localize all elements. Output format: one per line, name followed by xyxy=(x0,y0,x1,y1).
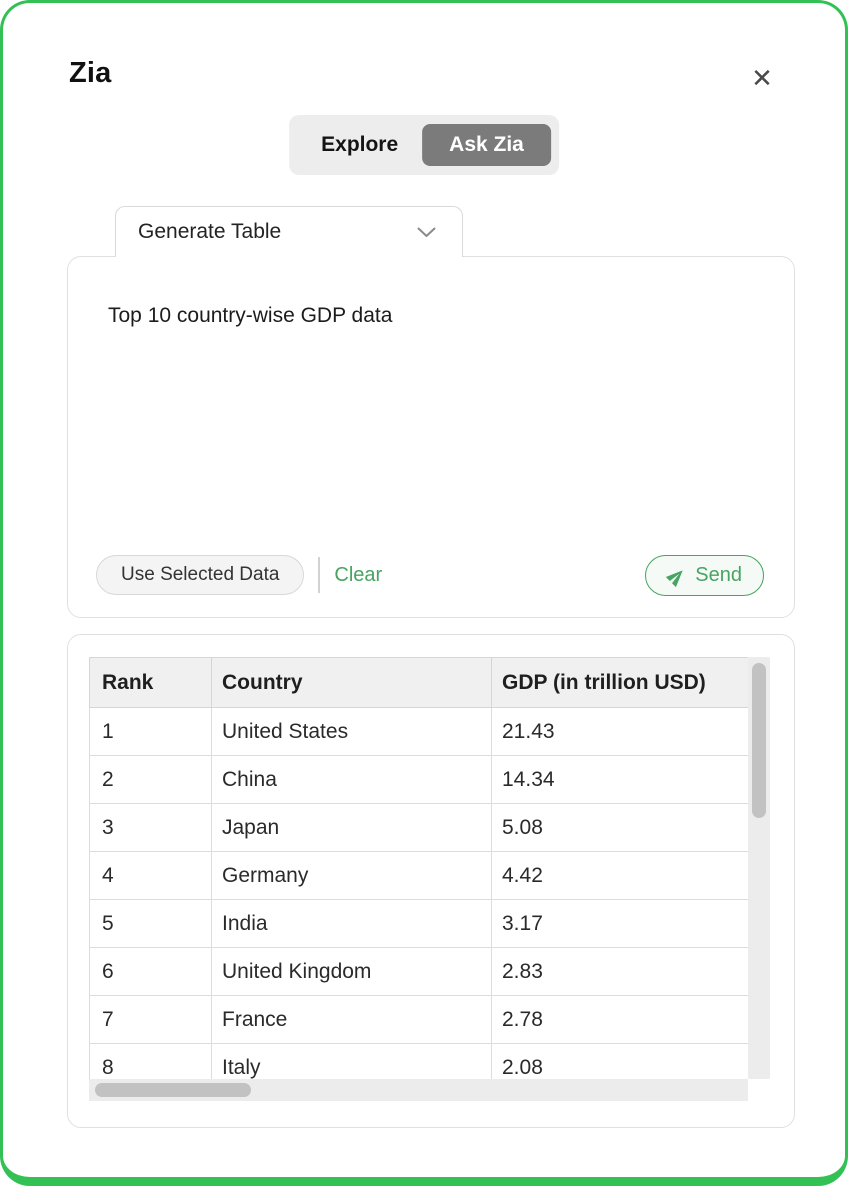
table-cell: 4.42 xyxy=(491,851,748,900)
column-header-country: Country xyxy=(211,657,492,708)
column-header-rank: Rank xyxy=(89,657,212,708)
table-cell: 2 xyxy=(89,755,212,804)
results-table: Rank Country GDP (in trillion USD) 1 Unit… xyxy=(89,657,748,1079)
tab-ask-zia[interactable]: Ask Zia xyxy=(422,124,551,166)
table-row: 4 Germany 4.42 xyxy=(89,851,748,900)
use-selected-data-button[interactable]: Use Selected Data xyxy=(96,555,305,595)
table-cell: 6 xyxy=(89,947,212,996)
table-cell: 7 xyxy=(89,995,212,1044)
results-table-area: Rank Country GDP (in trillion USD) 1 Unit… xyxy=(89,657,770,1101)
actions-divider xyxy=(318,557,321,593)
column-header-gdp: GDP (in trillion USD) xyxy=(491,657,748,708)
send-icon xyxy=(663,563,690,590)
table-cell: 2.78 xyxy=(491,995,748,1044)
table-cell: 21.43 xyxy=(491,707,748,756)
table-cell: 1 xyxy=(89,707,212,756)
table-cell: Germany xyxy=(211,851,492,900)
prompt-input[interactable]: Top 10 country-wise GDP data Use Selecte… xyxy=(67,256,795,618)
clear-button[interactable]: Clear xyxy=(334,563,383,586)
table-cell: Japan xyxy=(211,803,492,852)
close-button[interactable]: ✕ xyxy=(745,61,779,95)
mode-toggle: Explore Ask Zia xyxy=(289,115,559,175)
table-row: 6 United Kingdom 2.83 xyxy=(89,947,748,996)
table-header-row: Rank Country GDP (in trillion USD) xyxy=(89,657,748,708)
table-row: 2 China 14.34 xyxy=(89,755,748,804)
table-cell: China xyxy=(211,755,492,804)
generate-table-label: Generate Table xyxy=(138,220,282,243)
horizontal-scrollbar-thumb[interactable] xyxy=(95,1083,251,1097)
send-button[interactable]: Send xyxy=(645,554,764,596)
scrollbar-corner xyxy=(748,1079,770,1101)
tab-explore[interactable]: Explore xyxy=(297,124,422,166)
chevron-down-icon xyxy=(417,227,436,238)
table-cell: United States xyxy=(211,707,492,756)
table-row: 1 United States 21.43 xyxy=(89,707,748,756)
table-row: 8 Italy 2.08 xyxy=(89,1043,748,1079)
table-cell: 8 xyxy=(89,1043,212,1079)
table-row: 5 India 3.17 xyxy=(89,899,748,948)
vertical-scrollbar[interactable] xyxy=(748,657,770,1079)
table-cell: Italy xyxy=(211,1043,492,1079)
table-cell: 4 xyxy=(89,851,212,900)
close-icon: ✕ xyxy=(751,62,773,93)
panel-title: Zia xyxy=(69,57,112,89)
table-cell: 3 xyxy=(89,803,212,852)
prompt-text: Top 10 country-wise GDP data xyxy=(108,304,393,327)
table-row: 7 France 2.78 xyxy=(89,995,748,1044)
table-cell: France xyxy=(211,995,492,1044)
table-cell: 2.83 xyxy=(491,947,748,996)
table-cell: 5 xyxy=(89,899,212,948)
horizontal-scrollbar[interactable] xyxy=(89,1079,748,1101)
send-label: Send xyxy=(695,563,742,586)
table-cell: 14.34 xyxy=(491,755,748,804)
table-cell: 2.08 xyxy=(491,1043,748,1079)
table-cell: United Kingdom xyxy=(211,947,492,996)
results-card: Rank Country GDP (in trillion USD) 1 Unit… xyxy=(67,634,795,1128)
table-row: 3 Japan 5.08 xyxy=(89,803,748,852)
table-cell: 3.17 xyxy=(491,899,748,948)
generate-table-dropdown[interactable]: Generate Table xyxy=(115,206,463,257)
prompt-actions: Use Selected Data Clear Send xyxy=(96,554,764,596)
table-cell: India xyxy=(211,899,492,948)
vertical-scrollbar-thumb[interactable] xyxy=(752,663,766,818)
table-cell: 5.08 xyxy=(491,803,748,852)
